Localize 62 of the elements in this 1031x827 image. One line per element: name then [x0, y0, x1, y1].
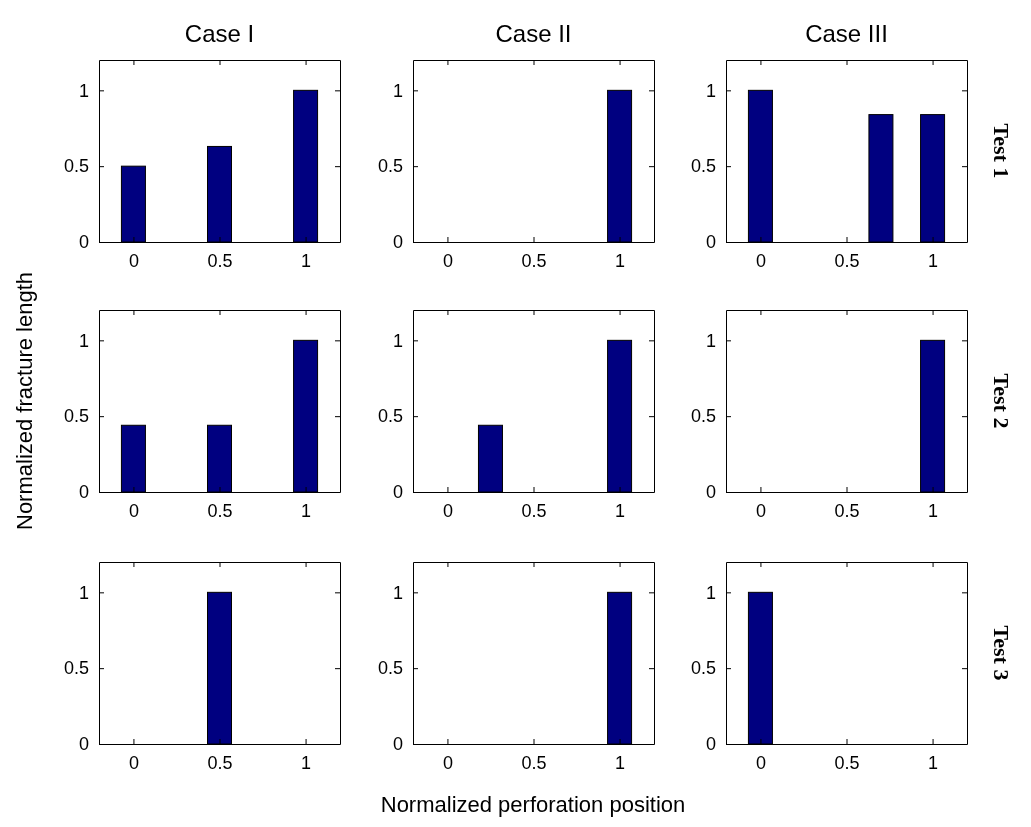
y-tick-label: 0: [392, 734, 403, 755]
y-tick-label: 0.5: [63, 156, 89, 177]
x-tick-label: 1: [301, 500, 312, 521]
x-tick-label: 0: [442, 500, 453, 521]
y-tick-label: 0: [78, 232, 89, 253]
x-tick-label: 0.5: [521, 752, 547, 773]
x-tick-label: 0: [755, 752, 766, 773]
x-tick-label: 0: [442, 752, 453, 773]
y-tick-label: 0: [78, 734, 89, 755]
chart-title: Case I: [184, 20, 255, 47]
x-tick-label: 0.5: [207, 250, 233, 271]
y-tick-label: 1: [705, 582, 716, 603]
y-tick-label: 0: [392, 232, 403, 253]
x-tick-label: 1: [615, 500, 626, 521]
chart-title: Case III: [805, 20, 888, 47]
y-tick-label: 0.5: [377, 156, 403, 177]
x-tick-label: 0.5: [834, 752, 860, 773]
y-tick-label: 0: [392, 482, 403, 503]
y-tick-label: 0: [78, 482, 89, 503]
x-tick-label: 1: [615, 752, 626, 773]
y-tick-label: 1: [78, 330, 89, 351]
y-tick-label: 0.5: [690, 406, 716, 427]
y-tick-label: 0.5: [63, 658, 89, 679]
y-tick-label: 1: [392, 330, 403, 351]
y-tick-label: 0: [705, 232, 716, 253]
x-tick-label: 0: [128, 250, 139, 271]
x-tick-label: 1: [615, 250, 626, 271]
y-tick-label: 1: [705, 80, 716, 101]
text: Test 3: [988, 625, 1014, 681]
text: Test 2: [988, 373, 1014, 429]
x-tick-label: 0.5: [834, 250, 860, 271]
y-axis-title: Normalized fracture length: [12, 271, 37, 531]
chart-title: Case II: [495, 20, 572, 47]
y-tick-label: 1: [392, 582, 403, 603]
y-tick-label: 0: [705, 734, 716, 755]
y-tick-label: 0.5: [377, 406, 403, 427]
y-tick-label: 0: [705, 482, 716, 503]
y-tick-label: 0.5: [377, 658, 403, 679]
y-tick-label: 1: [78, 80, 89, 101]
x-tick-label: 0: [128, 500, 139, 521]
x-tick-label: 0.5: [834, 500, 860, 521]
y-tick-label: 0.5: [63, 406, 89, 427]
x-tick-label: 0: [755, 250, 766, 271]
x-axis-title: Normalized perforation position: [380, 792, 686, 817]
x-tick-label: 0: [755, 500, 766, 521]
x-tick-label: 1: [928, 500, 939, 521]
x-tick-label: 0.5: [521, 500, 547, 521]
y-tick-label: 1: [78, 582, 89, 603]
x-tick-label: 0.5: [207, 752, 233, 773]
y-tick-label: 0.5: [690, 156, 716, 177]
x-tick-label: 1: [301, 250, 312, 271]
x-tick-label: 1: [928, 752, 939, 773]
y-tick-label: 1: [392, 80, 403, 101]
x-tick-label: 0.5: [207, 500, 233, 521]
y-tick-label: 1: [705, 330, 716, 351]
x-tick-label: 1: [928, 250, 939, 271]
x-tick-label: 0: [442, 250, 453, 271]
x-tick-label: 1: [301, 752, 312, 773]
x-tick-label: 0: [128, 752, 139, 773]
x-tick-label: 0.5: [521, 250, 547, 271]
y-tick-label: 0.5: [690, 658, 716, 679]
text: Test 1: [988, 123, 1014, 179]
